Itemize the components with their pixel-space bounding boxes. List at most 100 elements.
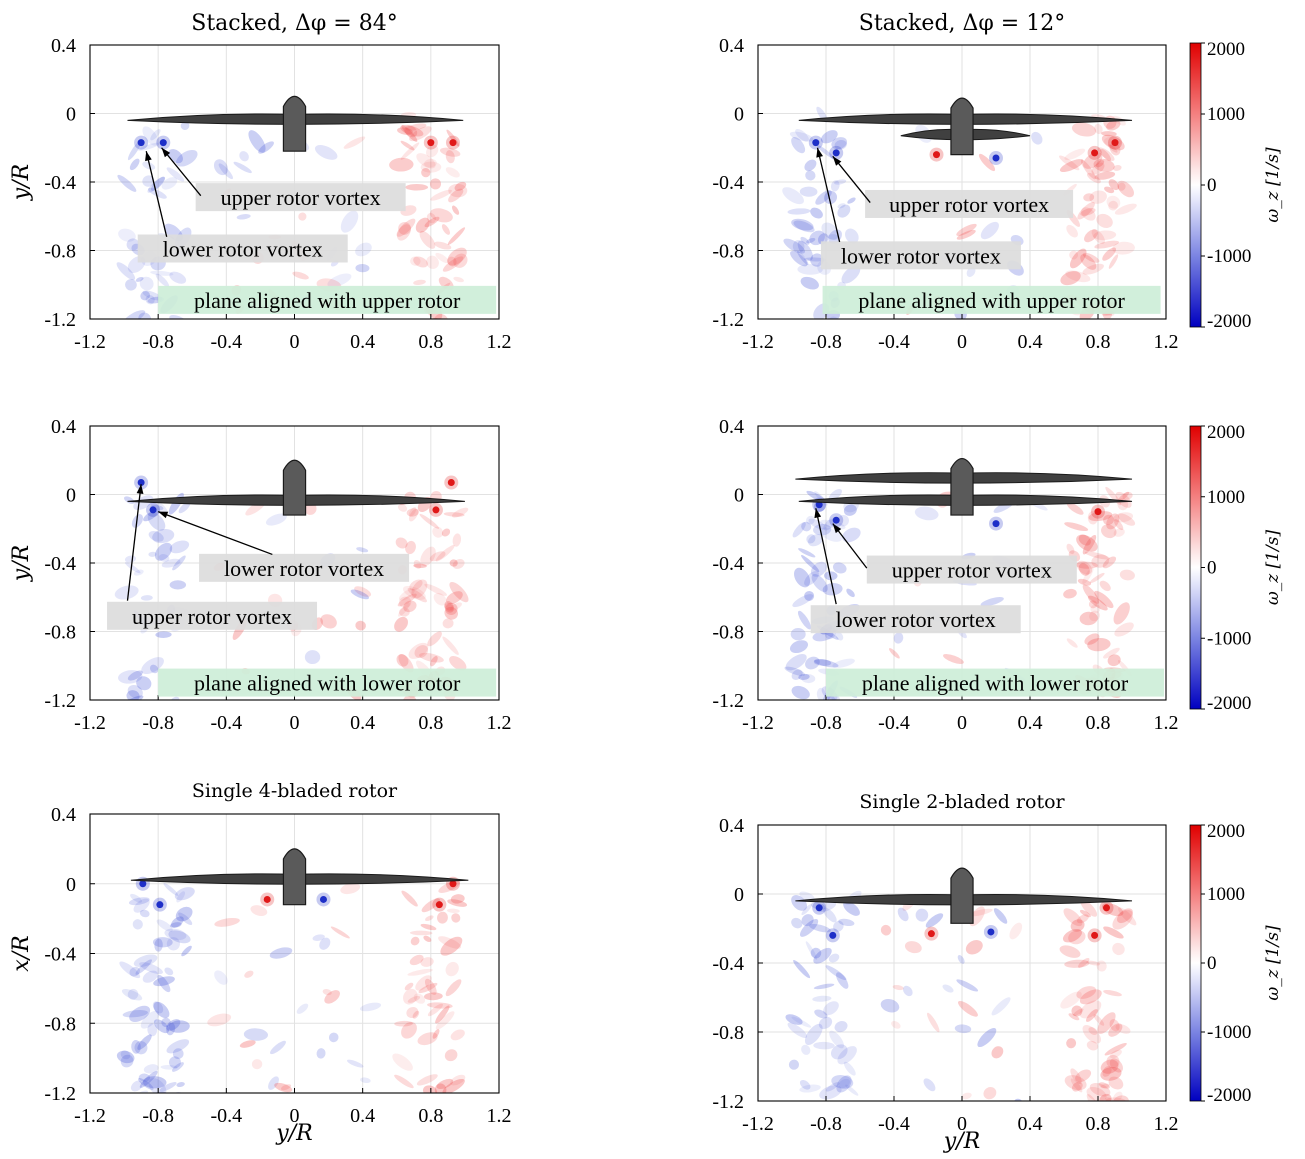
panel-5: -1.2 -0.8 -0.4 0 0.4 0.8 1.2 0.4 0 -0.4 -0.8 -1.2 Si… bbox=[9, 780, 512, 1146]
vortex-core bbox=[449, 880, 457, 888]
annotation-box bbox=[826, 668, 1164, 697]
annotation-arrowhead bbox=[832, 523, 842, 534]
colorbar-label: ω_z [1/s] bbox=[1263, 925, 1283, 1001]
colorbar-tick-label: 2000 bbox=[1207, 821, 1245, 842]
annotation-arrow bbox=[832, 155, 871, 203]
colorbar-tick-label: -1000 bbox=[1207, 246, 1251, 267]
vortex-core bbox=[435, 901, 443, 909]
vortex-core bbox=[927, 930, 935, 938]
vortex-core bbox=[427, 139, 435, 147]
y-tick-label: -0.4 bbox=[712, 172, 744, 194]
vortex-core bbox=[149, 506, 157, 514]
x-tick-label: 1.2 bbox=[487, 331, 512, 353]
y-tick-label: -1.2 bbox=[44, 690, 76, 712]
y-tick-label: 0.4 bbox=[719, 815, 744, 837]
x-tick-label: 0.8 bbox=[1086, 331, 1111, 353]
colorbar-2: 2000 1000 0 -1000 -2000 ω_z [1/s] bbox=[1189, 422, 1283, 714]
x-tick-label: -1.2 bbox=[74, 712, 106, 734]
vortex-core bbox=[992, 154, 1000, 162]
annotation-box bbox=[865, 189, 1074, 218]
y-tick-label: 0.4 bbox=[719, 35, 744, 57]
x-tick-label: -0.8 bbox=[810, 331, 842, 353]
x-tick-label: 1.2 bbox=[1154, 1113, 1179, 1135]
annotation-box bbox=[137, 234, 348, 263]
y-tick-label: -0.4 bbox=[712, 553, 744, 575]
vortex-core bbox=[137, 139, 145, 147]
annotation-arrow bbox=[145, 151, 168, 237]
x-tick-label: 0.4 bbox=[350, 712, 375, 734]
colorbar-tick-label: -2000 bbox=[1207, 311, 1251, 332]
annotation-label: upper rotor vortex bbox=[221, 185, 381, 210]
y-tick-label: -0.8 bbox=[712, 1022, 744, 1044]
y-tick-label: -1.2 bbox=[44, 309, 76, 331]
rotor-hub bbox=[950, 457, 974, 516]
y-tick-label: -0.8 bbox=[44, 1013, 76, 1035]
annotation-arrowhead bbox=[145, 151, 152, 162]
annotation-label: upper rotor vortex bbox=[892, 558, 1052, 583]
vortex-core bbox=[933, 151, 940, 159]
vortex-core bbox=[1091, 149, 1099, 157]
panel-3: -1.2 -0.8 -0.4 0 0.4 0.8 1.2 0.4 0 -0.4 -0.8 -1.2 y/… bbox=[9, 416, 512, 734]
x-tick-label: -0.8 bbox=[142, 1105, 174, 1127]
annotation-arrowhead bbox=[158, 511, 169, 519]
vorticity-field bbox=[116, 876, 468, 1093]
vorticity-field bbox=[785, 890, 1137, 1101]
annotation-box bbox=[195, 183, 406, 212]
vortex-core bbox=[156, 901, 164, 909]
rotor-hub bbox=[282, 95, 307, 152]
y-tick-label: 0 bbox=[66, 485, 76, 507]
y-axis-label: x/R bbox=[9, 935, 34, 971]
vortex-core bbox=[992, 520, 1000, 528]
x-axis-label: y/R bbox=[943, 1129, 980, 1154]
x-tick-label: -1.2 bbox=[74, 331, 106, 353]
y-axis-label: y/R bbox=[9, 164, 34, 201]
x-tick-label: 0.8 bbox=[1086, 712, 1111, 734]
colorbar-tick-label: -1000 bbox=[1207, 1022, 1251, 1043]
vortex-core bbox=[1111, 139, 1119, 147]
vortex-core bbox=[449, 139, 457, 147]
colorbar-tick-label: 1000 bbox=[1207, 487, 1245, 508]
y-tick-label: -0.8 bbox=[44, 622, 76, 644]
x-tick-label: -0.4 bbox=[210, 1105, 242, 1127]
y-tick-label: 0 bbox=[66, 104, 76, 126]
rotor-hub bbox=[282, 459, 307, 516]
colorbar-gradient bbox=[1189, 42, 1202, 328]
vortex-core bbox=[1103, 904, 1110, 912]
colorbar-tick-label: 2000 bbox=[1207, 39, 1245, 60]
panel-4: -1.2 -0.8 -0.4 0 0.4 0.8 1.2 0.4 0 -0.4 -0.8 -1.2 up… bbox=[712, 416, 1178, 734]
annotation-box bbox=[107, 601, 318, 630]
vortex-core bbox=[987, 928, 995, 936]
x-tick-label: 1.2 bbox=[487, 712, 512, 734]
vortex-core bbox=[263, 895, 271, 903]
annotation-box bbox=[866, 555, 1077, 584]
x-tick-label: 1.2 bbox=[1154, 331, 1179, 353]
y-tick-label: 0 bbox=[734, 884, 744, 906]
x-tick-label: 0 bbox=[957, 331, 967, 353]
y-tick-label: 0 bbox=[66, 874, 76, 896]
vortex-core bbox=[432, 506, 440, 514]
annotation-label: lower rotor vortex bbox=[836, 607, 996, 632]
annotation-arrowhead bbox=[816, 147, 823, 158]
vortex-core bbox=[1094, 508, 1102, 516]
annotation-box bbox=[822, 285, 1161, 314]
y-tick-label: 0 bbox=[734, 104, 744, 126]
x-tick-label: 0 bbox=[290, 1105, 300, 1127]
vortex-core bbox=[815, 904, 823, 912]
y-tick-label: -1.2 bbox=[712, 690, 744, 712]
x-tick-label: 0.8 bbox=[418, 331, 443, 353]
x-tick-label: 0.4 bbox=[350, 331, 375, 353]
vortex-core bbox=[812, 139, 820, 147]
annotation-arrow bbox=[126, 484, 142, 601]
colorbar-tick-label: 0 bbox=[1207, 953, 1217, 974]
annotation-label: lower rotor vortex bbox=[224, 556, 384, 581]
colorbar-3: 2000 1000 0 -1000 -2000 ω_z [1/s] bbox=[1189, 821, 1283, 1106]
x-tick-label: -0.8 bbox=[810, 712, 842, 734]
x-tick-label: 0.8 bbox=[418, 1105, 443, 1127]
colorbar-tick-label: 2000 bbox=[1207, 422, 1245, 443]
colorbar-tick-label: -2000 bbox=[1207, 693, 1251, 714]
x-tick-label: 0.4 bbox=[1018, 712, 1043, 734]
x-tick-label: -0.4 bbox=[878, 712, 910, 734]
x-tick-label: -0.8 bbox=[142, 331, 174, 353]
x-tick-label: 0.4 bbox=[1018, 1113, 1043, 1135]
